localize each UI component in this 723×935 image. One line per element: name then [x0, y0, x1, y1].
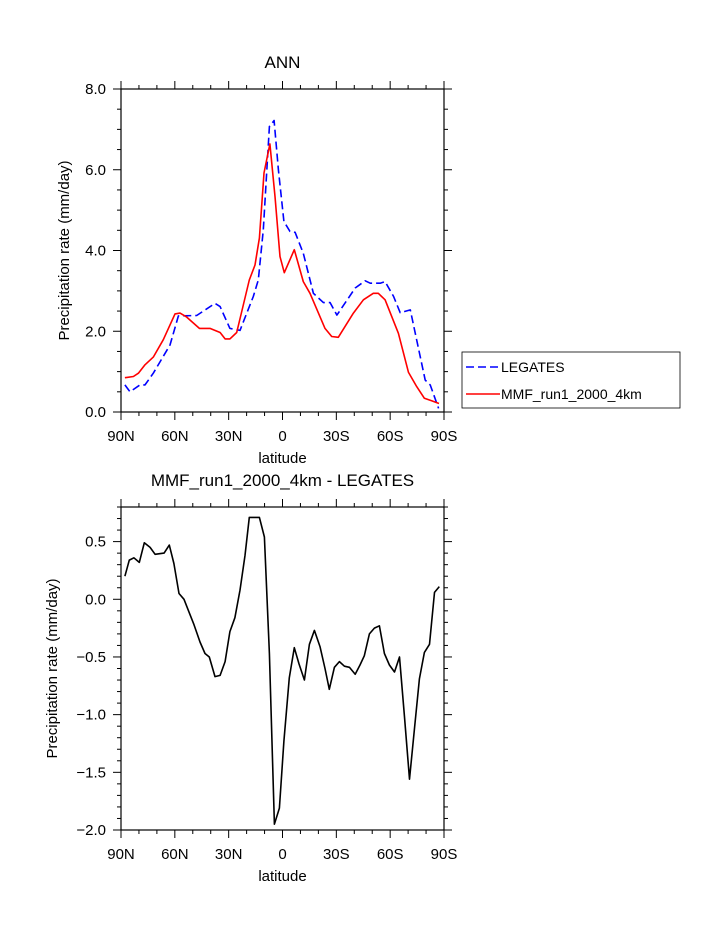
y-axis-label: Precipitation rate (mm/day) — [56, 160, 73, 340]
chart-title: MMF_run1_2000_4km - LEGATES — [151, 471, 414, 490]
chart-title: ANN — [265, 53, 301, 72]
legend: LEGATES MMF_run1_2000_4km — [461, 351, 681, 409]
plot-frame — [120, 88, 445, 413]
y-tick-label: 0.0 — [85, 591, 106, 608]
x-tick-label: 90S — [431, 428, 458, 445]
plot-panel-2: MMF_run1_2000_4km - LEGATES 90N 60N 30N 0 30S… — [44, 471, 457, 885]
x-axis-label: latitude — [258, 868, 306, 885]
y-axis-label: Precipitation rate (mm/day) — [44, 578, 61, 758]
y-tick-label: 2.0 — [85, 323, 106, 340]
legend-label: LEGATES — [501, 359, 565, 375]
series-line-difference — [124, 516, 440, 826]
y-tick-label: 6.0 — [85, 162, 106, 179]
x-tick-label: 30N — [215, 846, 243, 863]
x-tick-label: 60S — [377, 846, 404, 863]
y-tick-label: 0.0 — [85, 404, 106, 421]
x-tick-label: 0 — [278, 846, 286, 863]
x-tick-label: 30S — [323, 428, 350, 445]
legend-label: MMF_run1_2000_4km — [501, 386, 642, 402]
x-axis-label: latitude — [258, 450, 306, 467]
series-line-mmf-run1-2000-4km — [124, 143, 440, 405]
y-tick-label: −1.0 — [76, 707, 106, 724]
y-tick-label: −0.5 — [76, 649, 106, 666]
y-tick-label: 8.0 — [85, 81, 106, 98]
x-tick-label: 30N — [215, 428, 243, 445]
y-tick-label: 4.0 — [85, 243, 106, 260]
y-tick-label: 0.5 — [85, 534, 106, 551]
x-tick-label: 90S — [431, 846, 458, 863]
x-tick-label: 60N — [161, 846, 189, 863]
x-tick-label: 90N — [107, 846, 135, 863]
legend-box — [461, 351, 681, 409]
x-tick-label: 90N — [107, 428, 135, 445]
y-tick-label: −1.5 — [76, 764, 106, 781]
y-tick-label: −2.0 — [76, 822, 106, 839]
x-tick-label: 60S — [377, 428, 404, 445]
series-line-legates — [124, 119, 440, 409]
x-tick-label: 0 — [278, 428, 286, 445]
x-tick-label: 30S — [323, 846, 350, 863]
plot-panel-1: ANN 90N 60N 30N 0 30S 60S 90S 0.0 2.0 4.0 6.0 8.0 lat… — [56, 53, 681, 467]
x-tick-label: 60N — [161, 428, 189, 445]
